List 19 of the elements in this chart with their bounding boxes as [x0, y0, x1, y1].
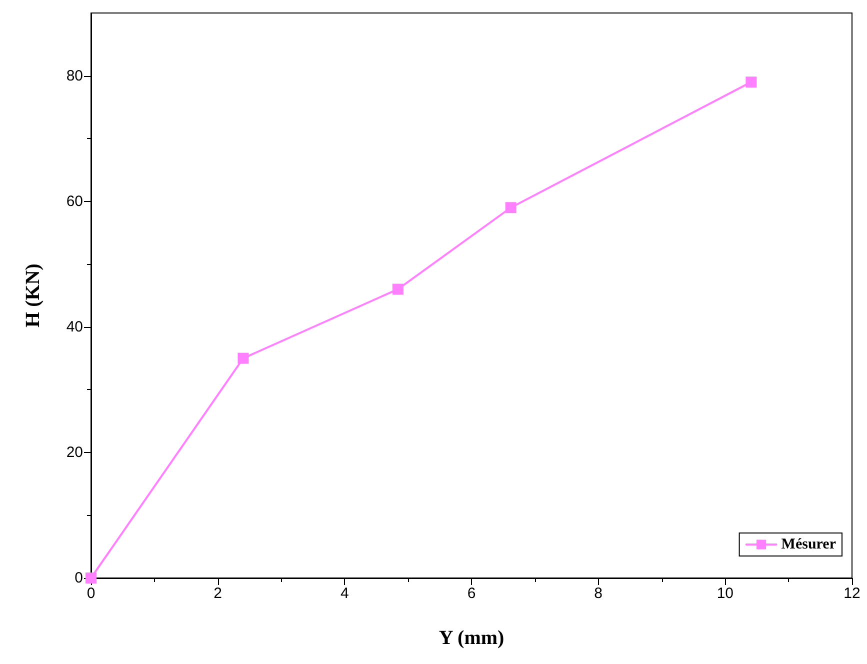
point — [505, 202, 516, 214]
point — [392, 284, 404, 295]
x-tick-label: 10 — [716, 585, 734, 602]
x-tick-label: 4 — [340, 585, 349, 602]
x-tick-label: 8 — [594, 585, 603, 602]
legend-label: Mésurer — [781, 536, 836, 552]
x-tick-label: 2 — [214, 585, 222, 602]
y-tick-label: 40 — [66, 318, 83, 336]
x-tick-label: 12 — [844, 585, 860, 602]
point — [238, 352, 249, 364]
y-tick-label: 60 — [66, 192, 83, 210]
x-axis-title: Y (mm) — [438, 627, 504, 649]
x-tick-label: 6 — [467, 585, 476, 602]
y-tick-label: 0 — [74, 570, 83, 586]
y-tick-label: 80 — [66, 67, 83, 84]
point — [746, 76, 757, 88]
y-axis-title: H (KN) — [22, 264, 44, 328]
y-tick-label: 20 — [66, 444, 83, 461]
x-tick-label: 0 — [86, 585, 96, 602]
